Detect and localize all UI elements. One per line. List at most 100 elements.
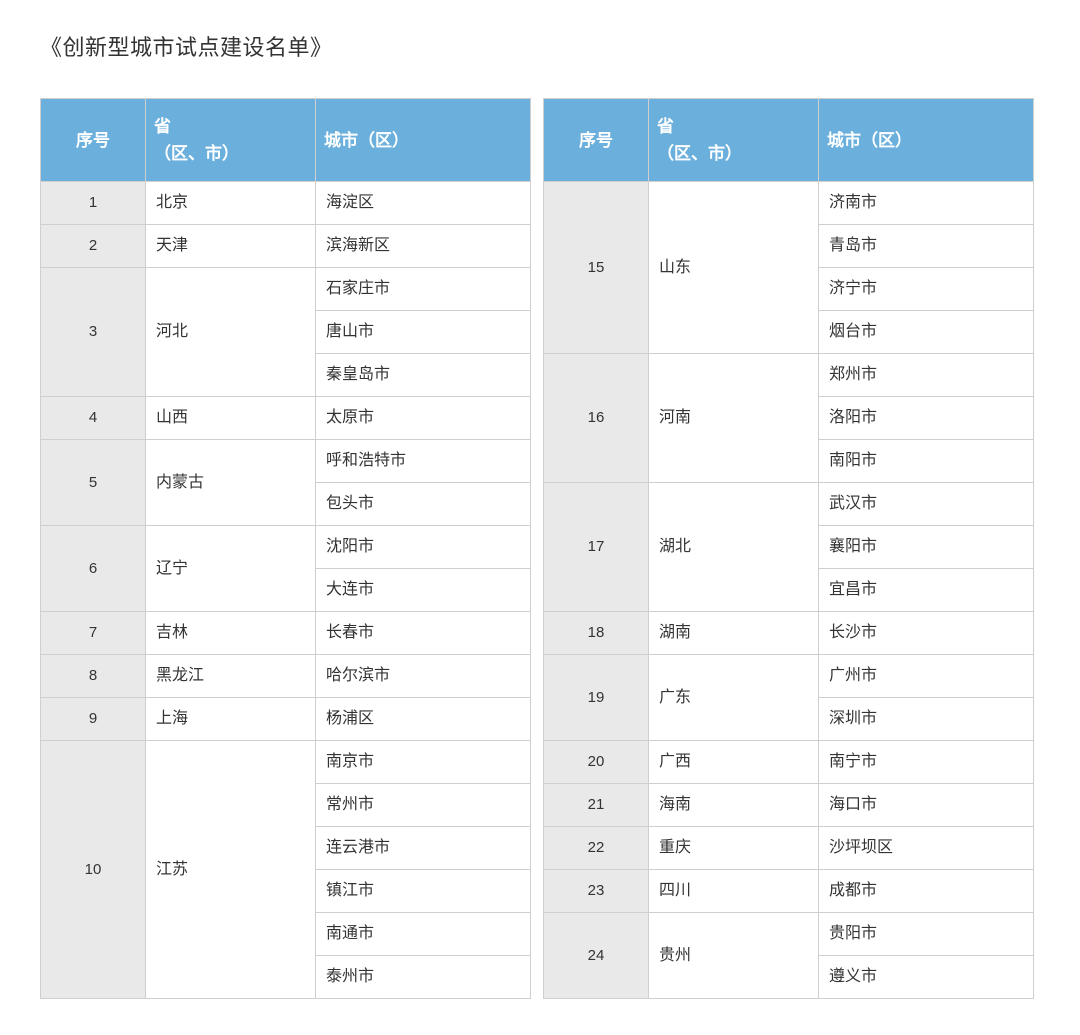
- cell-city: 广州市: [819, 655, 1034, 698]
- cell-city: 南阳市: [819, 440, 1034, 483]
- col-header-province: 省（区、市）: [649, 99, 819, 182]
- cell-seq: 22: [544, 827, 649, 870]
- cell-city: 沙坪坝区: [819, 827, 1034, 870]
- cell-city: 石家庄市: [316, 268, 531, 311]
- table-right: 序号 省（区、市） 城市（区） 15山东济南市青岛市济宁市烟台市16河南郑州市洛…: [543, 98, 1034, 999]
- cell-province: 山东: [649, 182, 819, 354]
- cell-seq: 8: [41, 655, 146, 698]
- table-left: 序号 省（区、市） 城市（区） 1北京海淀区2天津滨海新区3河北石家庄市唐山市秦…: [40, 98, 531, 999]
- cell-seq: 24: [544, 913, 649, 999]
- cell-seq: 9: [41, 698, 146, 741]
- cell-province: 天津: [146, 225, 316, 268]
- cell-city: 郑州市: [819, 354, 1034, 397]
- cell-city: 镇江市: [316, 870, 531, 913]
- table-row: 8黑龙江哈尔滨市: [41, 655, 531, 698]
- cell-seq: 23: [544, 870, 649, 913]
- table-row: 7吉林长春市: [41, 612, 531, 655]
- table-row: 15山东济南市: [544, 182, 1034, 225]
- cell-city: 连云港市: [316, 827, 531, 870]
- cell-seq: 16: [544, 354, 649, 483]
- cell-city: 杨浦区: [316, 698, 531, 741]
- col-header-city: 城市（区）: [316, 99, 531, 182]
- cell-city: 青岛市: [819, 225, 1034, 268]
- cell-seq: 5: [41, 440, 146, 526]
- cell-city: 长春市: [316, 612, 531, 655]
- table-row: 10江苏南京市: [41, 741, 531, 784]
- cell-province: 内蒙古: [146, 440, 316, 526]
- cell-city: 海淀区: [316, 182, 531, 225]
- table-row: 2天津滨海新区: [41, 225, 531, 268]
- table-row: 4山西太原市: [41, 397, 531, 440]
- table-row: 1北京海淀区: [41, 182, 531, 225]
- cell-seq: 21: [544, 784, 649, 827]
- table-row: 9上海杨浦区: [41, 698, 531, 741]
- cell-seq: 20: [544, 741, 649, 784]
- table-row: 24贵州贵阳市: [544, 913, 1034, 956]
- cell-city: 贵阳市: [819, 913, 1034, 956]
- cell-seq: 4: [41, 397, 146, 440]
- cell-city: 哈尔滨市: [316, 655, 531, 698]
- cell-seq: 19: [544, 655, 649, 741]
- cell-province: 山西: [146, 397, 316, 440]
- col-header-seq: 序号: [41, 99, 146, 182]
- cell-city: 成都市: [819, 870, 1034, 913]
- cell-city: 泰州市: [316, 956, 531, 999]
- cell-seq: 10: [41, 741, 146, 999]
- table-row: 18湖南长沙市: [544, 612, 1034, 655]
- cell-seq: 7: [41, 612, 146, 655]
- cell-city: 唐山市: [316, 311, 531, 354]
- cell-province: 北京: [146, 182, 316, 225]
- cell-province: 江苏: [146, 741, 316, 999]
- cell-province: 湖北: [649, 483, 819, 612]
- table-row: 19广东广州市: [544, 655, 1034, 698]
- cell-province: 海南: [649, 784, 819, 827]
- cell-city: 洛阳市: [819, 397, 1034, 440]
- cell-city: 滨海新区: [316, 225, 531, 268]
- table-row: 3河北石家庄市: [41, 268, 531, 311]
- cell-city: 深圳市: [819, 698, 1034, 741]
- cell-city: 秦皇岛市: [316, 354, 531, 397]
- cell-seq: 2: [41, 225, 146, 268]
- table-row: 23四川成都市: [544, 870, 1034, 913]
- cell-province: 四川: [649, 870, 819, 913]
- cell-province: 广西: [649, 741, 819, 784]
- cell-seq: 1: [41, 182, 146, 225]
- tables-container: 序号 省（区、市） 城市（区） 1北京海淀区2天津滨海新区3河北石家庄市唐山市秦…: [40, 98, 1040, 999]
- page-title: 《创新型城市试点建设名单》: [40, 30, 1040, 62]
- cell-city: 烟台市: [819, 311, 1034, 354]
- cell-seq: 17: [544, 483, 649, 612]
- cell-city: 沈阳市: [316, 526, 531, 569]
- cell-city: 遵义市: [819, 956, 1034, 999]
- cell-city: 济宁市: [819, 268, 1034, 311]
- table-row: 5内蒙古呼和浩特市: [41, 440, 531, 483]
- cell-city: 长沙市: [819, 612, 1034, 655]
- table-row: 21海南海口市: [544, 784, 1034, 827]
- cell-seq: 3: [41, 268, 146, 397]
- cell-province: 广东: [649, 655, 819, 741]
- cell-province: 湖南: [649, 612, 819, 655]
- cell-province: 河北: [146, 268, 316, 397]
- table-row: 16河南郑州市: [544, 354, 1034, 397]
- cell-province: 重庆: [649, 827, 819, 870]
- table-row: 20广西南宁市: [544, 741, 1034, 784]
- cell-city: 济南市: [819, 182, 1034, 225]
- cell-city: 南宁市: [819, 741, 1034, 784]
- cell-city: 大连市: [316, 569, 531, 612]
- cell-city: 海口市: [819, 784, 1034, 827]
- table-row: 22重庆沙坪坝区: [544, 827, 1034, 870]
- cell-province: 吉林: [146, 612, 316, 655]
- cell-seq: 18: [544, 612, 649, 655]
- cell-province: 黑龙江: [146, 655, 316, 698]
- cell-province: 辽宁: [146, 526, 316, 612]
- cell-city: 太原市: [316, 397, 531, 440]
- cell-seq: 6: [41, 526, 146, 612]
- table-row: 17湖北武汉市: [544, 483, 1034, 526]
- col-header-city: 城市（区）: [819, 99, 1034, 182]
- col-header-seq: 序号: [544, 99, 649, 182]
- cell-province: 河南: [649, 354, 819, 483]
- cell-city: 包头市: [316, 483, 531, 526]
- cell-city: 呼和浩特市: [316, 440, 531, 483]
- cell-city: 武汉市: [819, 483, 1034, 526]
- cell-city: 南京市: [316, 741, 531, 784]
- cell-seq: 15: [544, 182, 649, 354]
